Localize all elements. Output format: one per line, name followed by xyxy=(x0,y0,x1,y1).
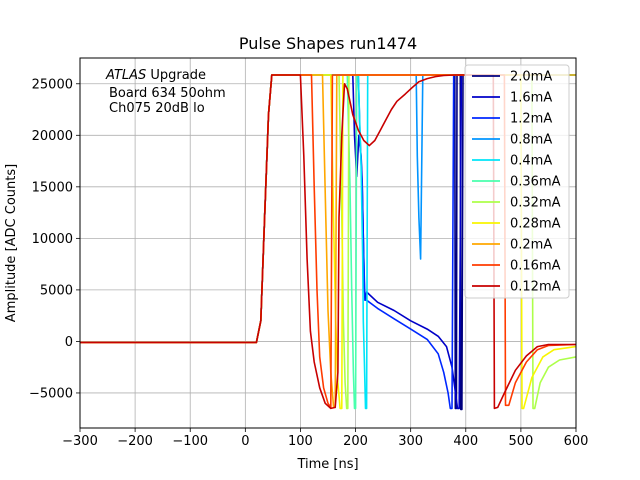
y-tick-label: −5000 xyxy=(29,386,73,401)
legend-label-0.36mA: 0.36mA xyxy=(510,175,561,190)
svg-text:ATLAS Upgrade: ATLAS Upgrade xyxy=(105,68,206,83)
legend-label-0.4mA: 0.4mA xyxy=(510,154,552,169)
annotation-block: ATLAS Upgrade Board 634 50ohm Ch075 20dB… xyxy=(105,68,226,116)
y-tick-label: 5000 xyxy=(40,283,73,298)
legend-box xyxy=(464,64,570,299)
x-tick-label: −200 xyxy=(117,434,153,449)
annotation-experiment: ATLAS xyxy=(105,68,146,83)
legend-label-0.2mA: 0.2mA xyxy=(510,238,552,253)
series-lines xyxy=(80,74,576,411)
x-tick-label: 400 xyxy=(453,434,478,449)
y-tick-label: 25000 xyxy=(32,77,73,92)
x-tick-label: 0 xyxy=(241,434,249,449)
legend-label-1.2mA: 1.2mA xyxy=(510,112,552,127)
legend: 2.0mA 1.6mA 1.2mA 0.8mA 0.4mA 0.36mA 0.32mA 0.2… xyxy=(464,64,570,299)
legend-label-1.6mA: 1.6mA xyxy=(510,91,552,106)
legend-label-0.16mA: 0.16mA xyxy=(510,259,561,274)
annotation-board: Board 634 50ohm xyxy=(109,86,226,101)
x-tick-label: −100 xyxy=(172,434,208,449)
x-tick-label: 600 xyxy=(564,434,589,449)
y-tick-label: 0 xyxy=(65,335,73,350)
y-tick-label: 20000 xyxy=(32,129,73,144)
x-axis-label: Time [ns] xyxy=(296,457,358,472)
legend-label-0.28mA: 0.28mA xyxy=(510,217,561,232)
plot-frame xyxy=(79,57,577,429)
y-axis-label: Amplitude [ADC Counts] xyxy=(4,164,19,322)
y-tick-label: 15000 xyxy=(32,180,73,195)
x-axis-ticks: −300 −200 −100 0 100 200 300 400 500 600 xyxy=(62,428,588,449)
x-tick-label: −300 xyxy=(62,434,98,449)
legend-label-0.8mA: 0.8mA xyxy=(510,133,552,148)
legend-label-0.32mA: 0.32mA xyxy=(510,196,561,211)
y-axis-ticks: −5000 0 5000 10000 15000 20000 25000 xyxy=(29,77,80,401)
x-tick-label: 100 xyxy=(288,434,313,449)
x-tick-label: 200 xyxy=(343,434,368,449)
chart-title: Pulse Shapes run1474 xyxy=(239,34,417,53)
legend-label-0.12mA: 0.12mA xyxy=(510,280,561,295)
annotation-channel: Ch075 20dB lo xyxy=(109,101,205,116)
legend-label-2.0mA: 2.0mA xyxy=(510,70,552,85)
y-tick-label: 10000 xyxy=(32,232,73,247)
x-tick-label: 500 xyxy=(508,434,533,449)
x-tick-label: 300 xyxy=(398,434,423,449)
annotation-experiment-suffix: Upgrade xyxy=(146,68,206,83)
